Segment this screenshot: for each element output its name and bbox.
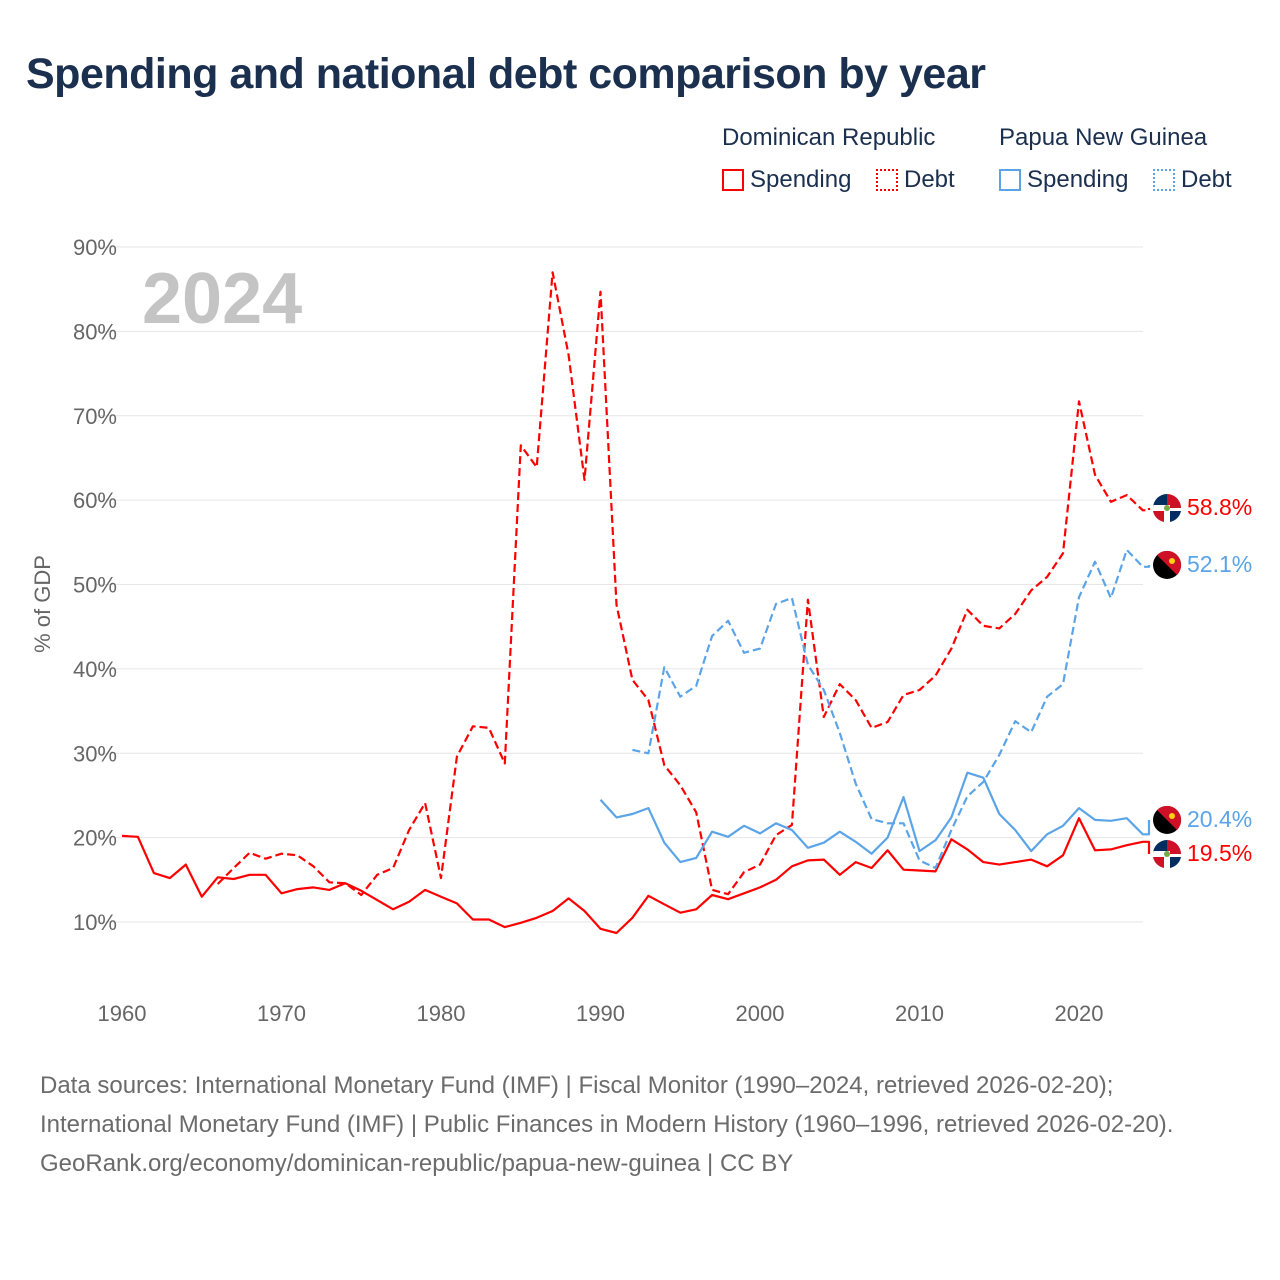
legend-png-debt[interactable]: Debt	[1153, 166, 1232, 194]
source-line: Data sources: International Monetary Fun…	[40, 1072, 1114, 1099]
x-tick-label: 2020	[1055, 1001, 1104, 1026]
dr-flag-icon	[1153, 494, 1181, 522]
solid-swatch-icon	[999, 169, 1021, 191]
y-tick-label: 10%	[73, 910, 117, 935]
x-tick-label: 2000	[736, 1001, 785, 1026]
y-tick-label: 80%	[73, 319, 117, 344]
png-flag-icon	[1153, 550, 1182, 579]
png-flag-icon	[1153, 805, 1182, 834]
legend-png-spending[interactable]: Spending	[999, 166, 1128, 194]
chart-title: Spending and national debt comparison by…	[26, 50, 986, 98]
dr-flag-icon	[1153, 840, 1181, 868]
line-chart: 10% 20% 30% 40% 50% 60% 70% 80% 90% 1960 1970 1980 1…	[30, 235, 1252, 1026]
source-line: International Monetary Fund (IMF) | Publ…	[40, 1111, 1174, 1138]
end-label-dr-spending: 19.5%	[1187, 840, 1252, 866]
series-line-dominican-republic-debt	[216, 271, 1151, 897]
y-tick-label: 60%	[73, 488, 117, 513]
legend-label: Debt	[1181, 166, 1232, 193]
legend-label: Spending	[1027, 166, 1129, 193]
data-sources: Data sources: International Monetary Fun…	[40, 1066, 1240, 1183]
y-tick-label: 90%	[73, 235, 117, 260]
legend-dr-debt[interactable]: Debt	[876, 166, 955, 194]
y-tick-label: 70%	[73, 404, 117, 429]
end-label-png-spending: 20.4%	[1187, 806, 1252, 832]
y-tick-label: 40%	[73, 657, 117, 682]
legend-label: Spending	[750, 166, 852, 193]
x-tick-label: 2010	[895, 1001, 944, 1026]
end-label-dr-debt: 58.8%	[1187, 494, 1252, 520]
end-label-png-debt: 52.1%	[1187, 551, 1252, 577]
year-watermark: 2024	[142, 259, 302, 339]
y-tick-label: 30%	[73, 741, 117, 766]
solid-swatch-icon	[722, 169, 744, 191]
dotted-swatch-icon	[1153, 169, 1175, 191]
x-tick-label: 1960	[98, 1001, 147, 1026]
y-tick-label: 20%	[73, 826, 117, 851]
x-tick-label: 1980	[417, 1001, 466, 1026]
y-axis-label: % of GDP	[30, 555, 55, 653]
legend-country-dr: Dominican Republic	[722, 124, 936, 151]
legend-country-png: Papua New Guinea	[999, 124, 1208, 151]
dotted-swatch-icon	[876, 169, 898, 191]
x-tick-label: 1970	[257, 1001, 306, 1026]
series-line-papua-new-guinea-spending	[599, 771, 1151, 864]
series-line-dominican-republic-spending	[121, 817, 1151, 935]
legend-dr-spending[interactable]: Spending	[722, 166, 851, 194]
y-tick-label: 50%	[73, 573, 117, 598]
source-link[interactable]: GeoRank.org/economy/dominican-republic/p…	[40, 1150, 794, 1177]
x-tick-label: 1990	[576, 1001, 625, 1026]
legend-label: Debt	[904, 166, 955, 193]
series-line-papua-new-guinea-debt	[632, 548, 1151, 870]
